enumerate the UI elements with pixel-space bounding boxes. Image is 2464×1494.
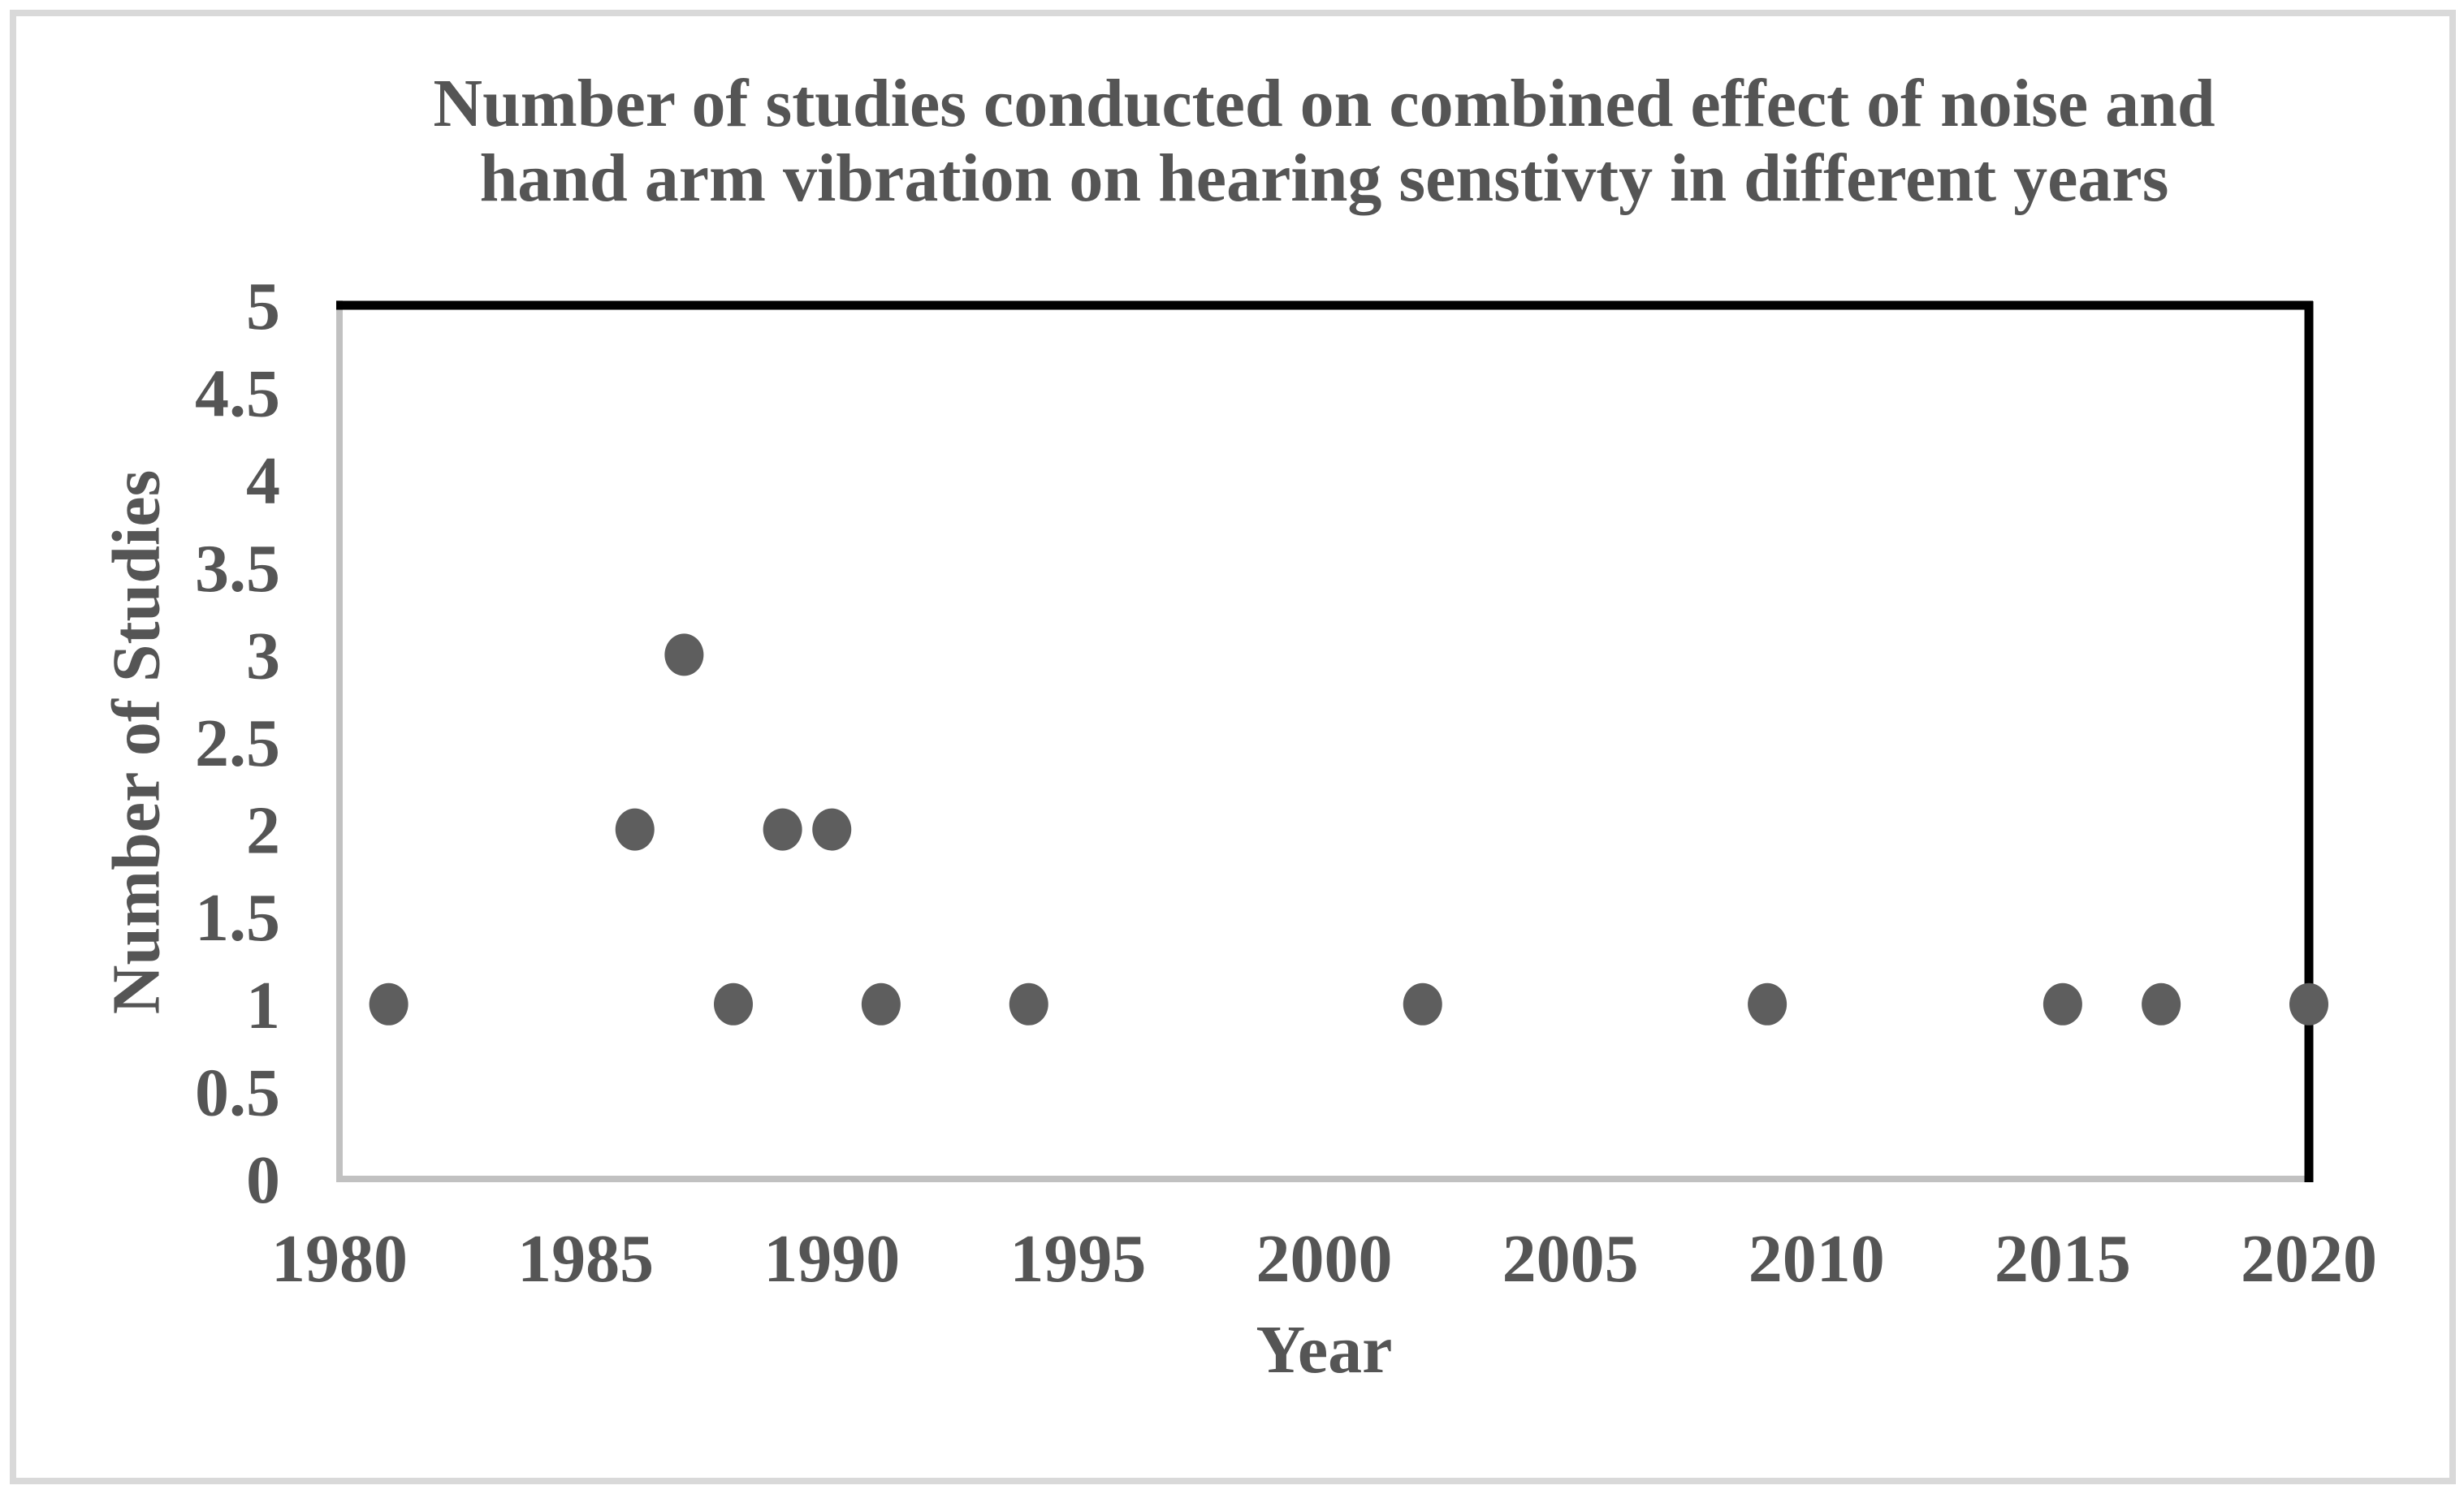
data-point-marker	[2142, 982, 2181, 1026]
chart-title: Number of studies conducted on combined …	[339, 66, 2309, 217]
y-tick-label: 2.5	[195, 706, 280, 781]
y-tick-label: 1.5	[195, 880, 280, 956]
data-point-marker	[714, 982, 753, 1026]
y-tick-label: 0	[246, 1142, 280, 1218]
y-tick-label: 2	[246, 793, 280, 869]
data-point-marker	[812, 808, 852, 851]
x-tick-label: 1985	[517, 1221, 654, 1297]
x-tick-label: 2000	[1256, 1221, 1393, 1297]
chart-title-line2: hand arm vibration on hearing senstivty …	[479, 140, 2169, 217]
y-tick-label: 3.5	[195, 531, 280, 607]
y-tick-label: 4.5	[195, 356, 280, 432]
data-point-marker	[369, 982, 409, 1026]
x-axis-title: Year	[1256, 1312, 1393, 1388]
data-point-marker	[1403, 982, 1442, 1026]
data-point-marker	[2289, 982, 2328, 1026]
data-point-marker	[861, 982, 901, 1026]
chart-title-line1: Number of studies conducted on combined …	[433, 66, 2215, 141]
data-point-marker	[1748, 982, 1787, 1026]
y-tick-label: 5	[246, 269, 280, 344]
data-point-marker	[664, 633, 704, 676]
y-tick-label: 0.5	[195, 1055, 280, 1130]
data-point-marker	[763, 808, 802, 851]
data-point-marker	[1009, 982, 1048, 1026]
y-tick-label: 4	[246, 443, 280, 519]
x-tick-label: 1995	[1009, 1221, 1146, 1297]
x-tick-label: 1980	[271, 1221, 408, 1297]
data-point-marker	[615, 808, 655, 851]
y-tick-label: 3	[246, 618, 280, 693]
x-tick-label: 2005	[1502, 1221, 1639, 1297]
x-tick-label: 2020	[2241, 1221, 2377, 1297]
x-tick-label: 2015	[1995, 1221, 2131, 1297]
y-tick-label: 1	[246, 968, 280, 1043]
data-point-marker	[2043, 982, 2082, 1026]
x-tick-label: 2010	[1749, 1221, 1885, 1297]
x-tick-label: 1990	[763, 1221, 900, 1297]
